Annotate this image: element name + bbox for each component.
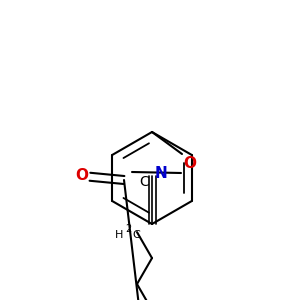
Text: O: O [184, 157, 196, 172]
Text: C: C [132, 230, 140, 240]
Text: O: O [76, 169, 88, 184]
Text: N: N [154, 167, 167, 182]
Text: 2: 2 [125, 224, 131, 234]
Text: C: C [139, 175, 149, 189]
Text: H: H [115, 230, 123, 240]
